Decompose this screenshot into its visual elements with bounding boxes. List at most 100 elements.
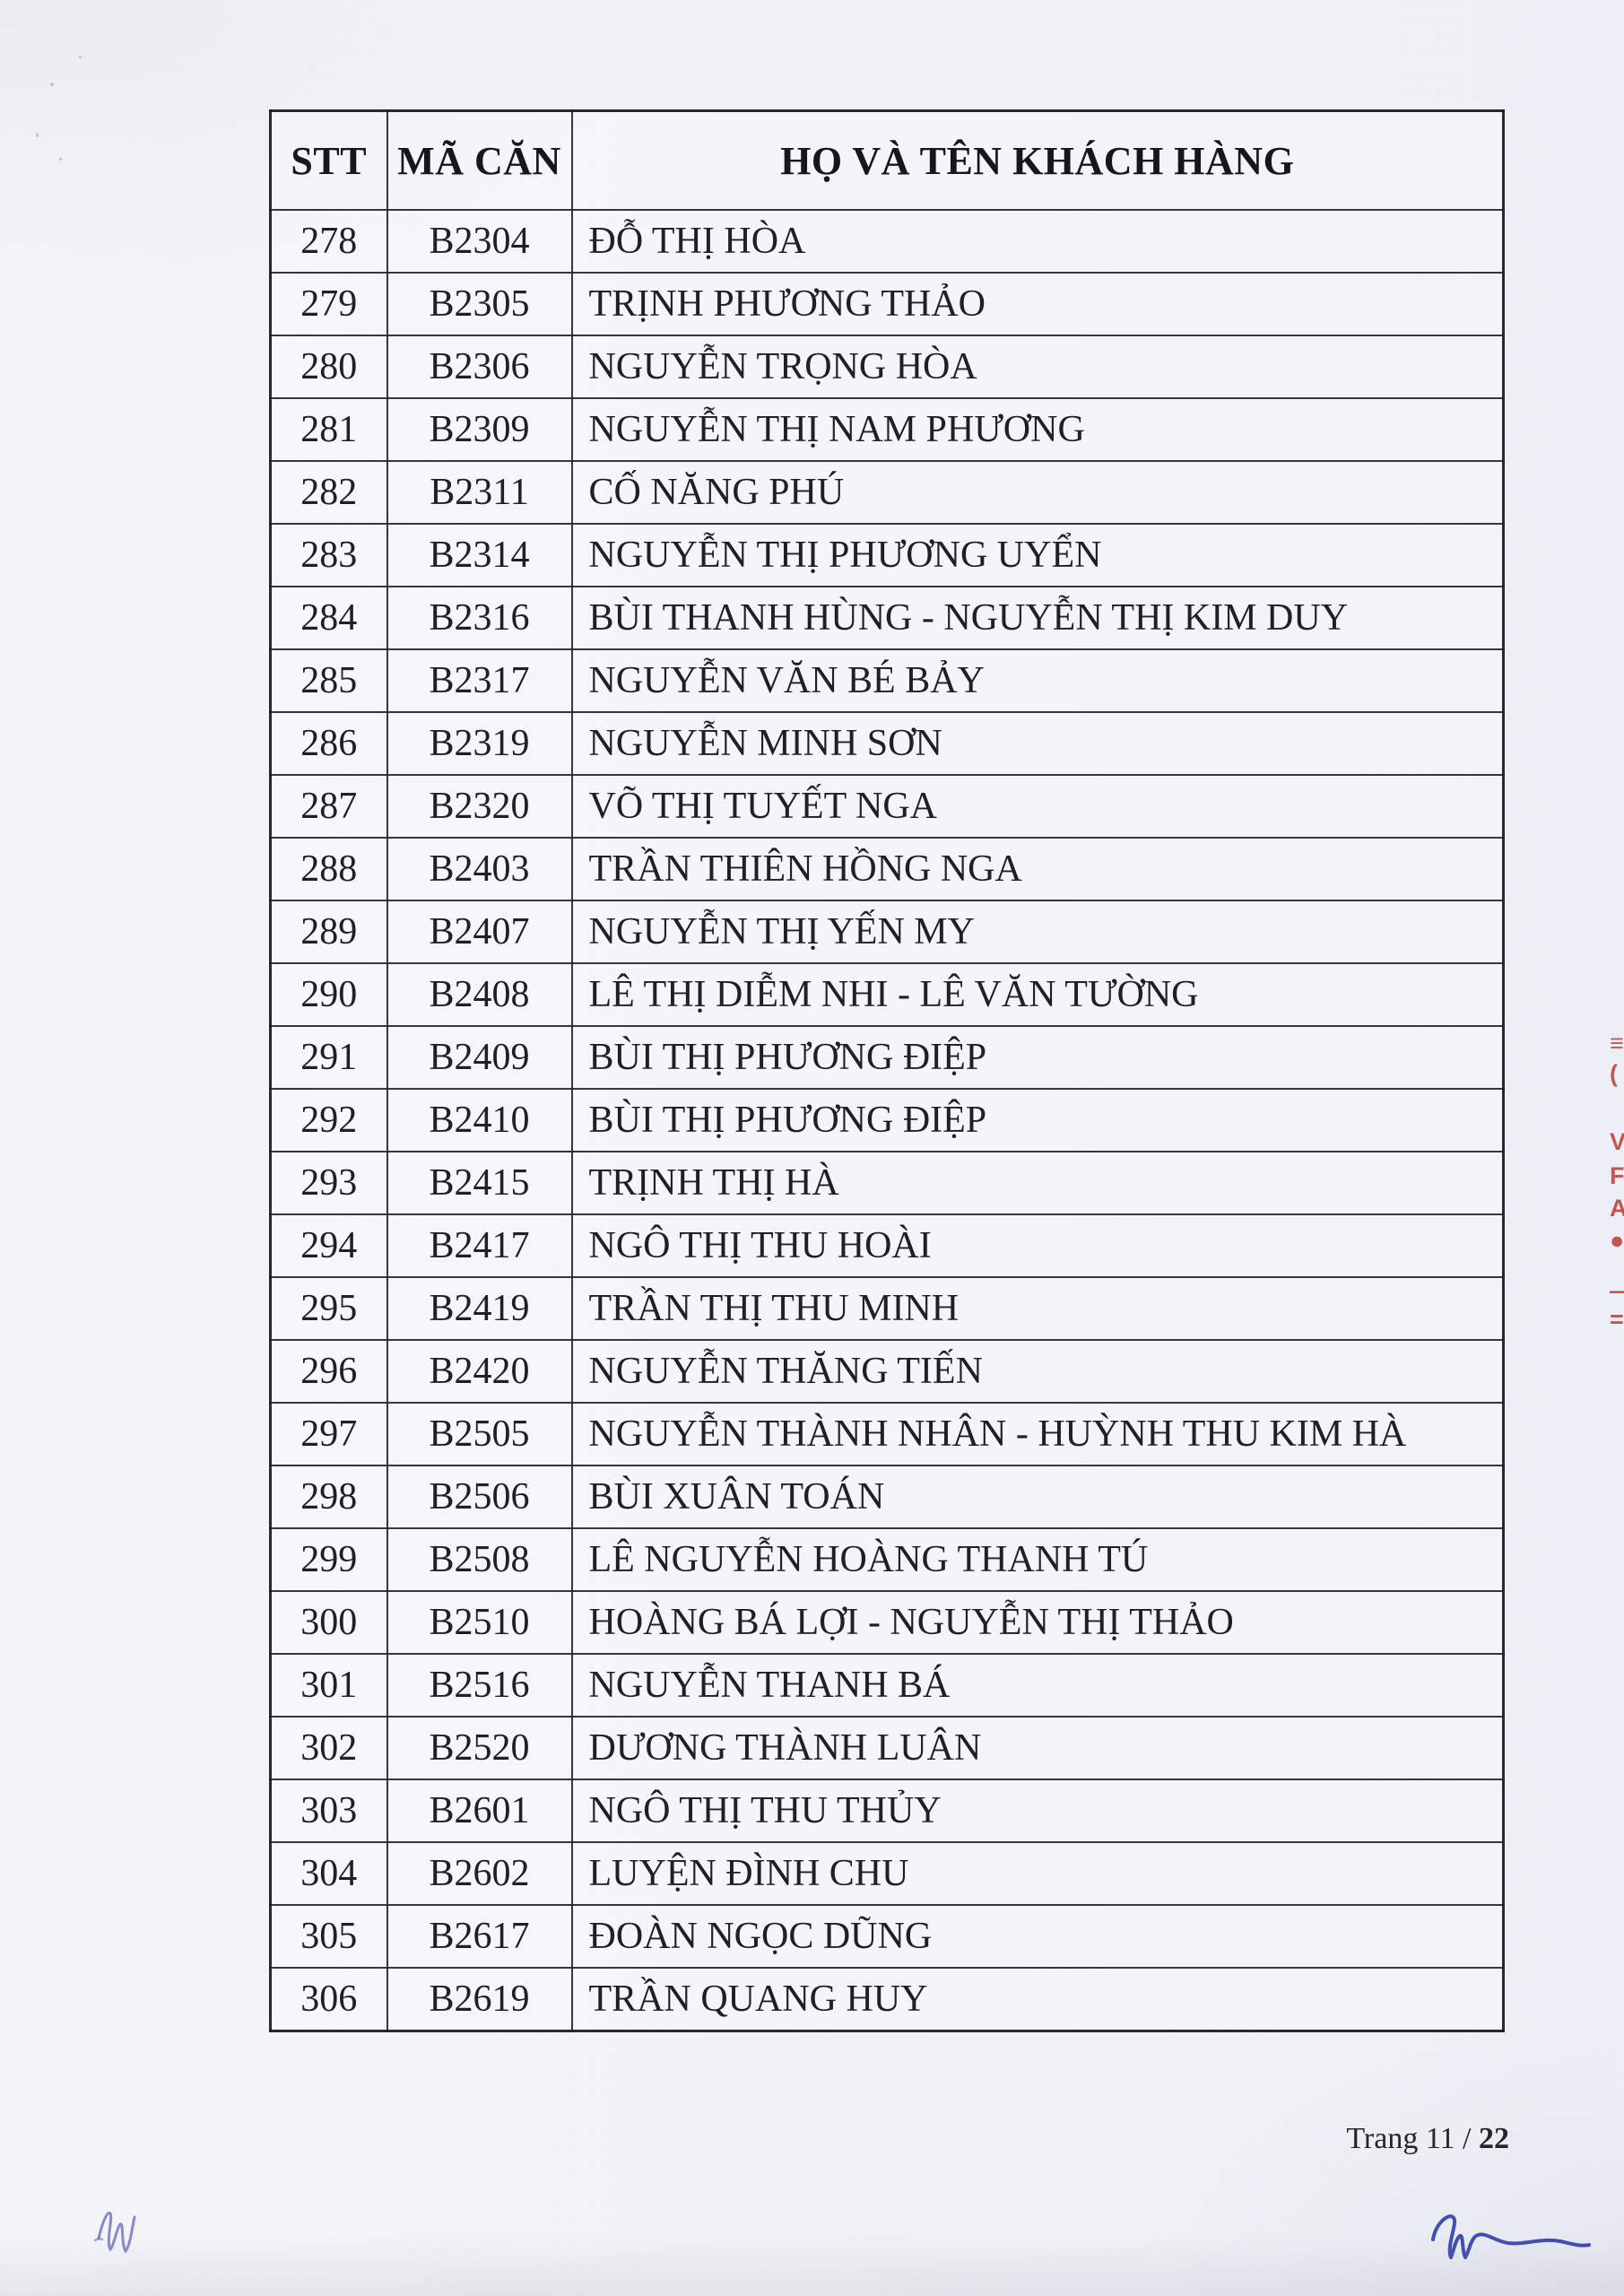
cell-ma-can: B2314	[386, 523, 573, 587]
stamp-fragment-glyph: F	[1610, 1162, 1624, 1189]
table-row: 290 B2408 LÊ THỊ DIỄM NHI - LÊ VĂN TƯỜNG	[269, 962, 1505, 1027]
table-row: 302 B2520 DƯƠNG THÀNH LUÂN	[269, 1716, 1505, 1780]
page-number-total: 22	[1479, 2122, 1509, 2155]
signature-scribble	[1431, 2214, 1591, 2259]
cell-stt: 279	[269, 272, 388, 336]
table-row: 294 B2417 NGÔ THỊ THU HOÀI	[269, 1213, 1505, 1278]
cell-ho-ten: LÊ NGUYỄN HOÀNG THANH TÚ	[570, 1527, 1505, 1592]
cell-ho-ten: LÊ THỊ DIỄM NHI - LÊ VĂN TƯỜNG	[570, 962, 1505, 1027]
table-row: 278 B2304 ĐỖ THỊ HÒA	[269, 209, 1505, 274]
table-row: 303 B2601 NGÔ THỊ THU THỦY	[269, 1779, 1505, 1843]
cell-ma-can: B2506	[386, 1465, 573, 1529]
table-row: 283 B2314 NGUYỄN THỊ PHƯƠNG UYỂN	[269, 523, 1505, 587]
cell-stt: 278	[269, 209, 388, 274]
cell-stt: 281	[269, 397, 388, 462]
cell-ma-can: B2316	[386, 586, 573, 650]
cell-ma-can: B2419	[386, 1276, 573, 1341]
cell-ma-can: B2403	[386, 837, 573, 901]
stamp-fragment-glyph: ≡	[1610, 1030, 1624, 1057]
table-row: 280 B2306 NGUYỄN TRỌNG HÒA	[269, 335, 1505, 399]
cell-ho-ten: NGUYỄN THỊ YẾN MY	[570, 900, 1505, 964]
cell-ma-can: B2420	[386, 1339, 573, 1404]
cell-stt: 300	[269, 1590, 388, 1655]
table-row: 293 B2415 TRỊNH THỊ HÀ	[269, 1151, 1505, 1215]
cell-ma-can: B2415	[386, 1151, 573, 1215]
cell-ma-can: B2510	[386, 1590, 573, 1655]
cell-ho-ten: BÙI THỊ PHƯƠNG ĐIỆP	[570, 1088, 1505, 1152]
table-row: 288 B2403 TRẦN THIÊN HỒNG NGA	[269, 837, 1505, 901]
cell-ma-can: B2520	[386, 1716, 573, 1780]
column-header-stt: STT	[269, 109, 388, 211]
cell-stt: 283	[269, 523, 388, 587]
cell-stt: 295	[269, 1276, 388, 1341]
cell-ma-can: B2408	[386, 962, 573, 1027]
cell-stt: 291	[269, 1025, 388, 1090]
table-row: 286 B2319 NGUYỄN MINH SƠN	[269, 711, 1505, 776]
cell-ma-can: B2319	[386, 711, 573, 776]
cell-stt: 286	[269, 711, 388, 776]
cell-ho-ten: NGÔ THỊ THU THỦY	[570, 1779, 1505, 1843]
cell-ho-ten: NGUYỄN THĂNG TIẾN	[570, 1339, 1505, 1404]
cell-ho-ten: NGUYỄN THỊ PHƯƠNG UYỂN	[570, 523, 1505, 587]
cell-ma-can: B2617	[386, 1904, 573, 1969]
stamp-fragment-glyph: (	[1610, 1060, 1619, 1087]
cell-ho-ten: NGÔ THỊ THU HOÀI	[570, 1213, 1505, 1278]
table-row: 297 B2505 NGUYỄN THÀNH NHÂN - HUỲNH THU …	[269, 1402, 1505, 1466]
cell-ho-ten: TRỊNH PHƯƠNG THẢO	[570, 272, 1505, 336]
cell-stt: 290	[269, 962, 388, 1027]
cell-stt: 303	[269, 1779, 388, 1843]
scan-speck	[36, 133, 39, 137]
cell-ma-can: B2309	[386, 397, 573, 462]
table-row: 301 B2516 NGUYỄN THANH BÁ	[269, 1653, 1505, 1718]
cell-ma-can: B2407	[386, 900, 573, 964]
table-row: 279 B2305 TRỊNH PHƯƠNG THẢO	[269, 272, 1505, 336]
scan-speck	[59, 158, 62, 161]
cell-ma-can: B2410	[386, 1088, 573, 1152]
cell-ho-ten: NGUYỄN THỊ NAM PHƯƠNG	[570, 397, 1505, 462]
cell-stt: 306	[269, 1967, 388, 2032]
table-row: 304 B2602 LUYỆN ĐÌNH CHU	[269, 1841, 1505, 1906]
page-number: Trang 11 / 22	[1346, 2122, 1509, 2156]
table-row: 284 B2316 BÙI THANH HÙNG - NGUYỄN THỊ KI…	[269, 586, 1505, 650]
cell-ma-can: B2417	[386, 1213, 573, 1278]
cell-stt: 294	[269, 1213, 388, 1278]
cell-ma-can: B2409	[386, 1025, 573, 1090]
stamp-fragment-glyph: V	[1610, 1128, 1624, 1155]
cell-stt: 298	[269, 1465, 388, 1529]
cell-ho-ten: ĐOÀN NGỌC DŨNG	[570, 1904, 1505, 1969]
cell-ho-ten: LUYỆN ĐÌNH CHU	[570, 1841, 1505, 1906]
cell-ho-ten: NGUYỄN THÀNH NHÂN - HUỲNH THU KIM HÀ	[570, 1402, 1505, 1466]
cell-ho-ten: NGUYỄN VĂN BÉ BẢY	[570, 648, 1505, 713]
cell-stt: 293	[269, 1151, 388, 1215]
table-row: 300 B2510 HOÀNG BÁ LỢI - NGUYỄN THỊ THẢO	[269, 1590, 1505, 1655]
customer-table: STT MÃ CĂN HỌ VÀ TÊN KHÁCH HÀNG 278 B230…	[269, 109, 1505, 2032]
table-row: 295 B2419 TRẦN THỊ THU MINH	[269, 1276, 1505, 1341]
table-row: 292 B2410 BÙI THỊ PHƯƠNG ĐIỆP	[269, 1088, 1505, 1152]
cell-ho-ten: HOÀNG BÁ LỢI - NGUYỄN THỊ THẢO	[570, 1590, 1505, 1655]
scan-speck	[79, 56, 82, 58]
cell-stt: 288	[269, 837, 388, 901]
table-row: 299 B2508 LÊ NGUYỄN HOÀNG THANH TÚ	[269, 1527, 1505, 1592]
cell-ma-can: B2304	[386, 209, 573, 274]
column-header-ho-ten: HỌ VÀ TÊN KHÁCH HÀNG	[570, 109, 1505, 211]
stamp-fragment-glyph: =	[1610, 1306, 1624, 1333]
cell-ho-ten: NGUYỄN THANH BÁ	[570, 1653, 1505, 1718]
scan-speck	[50, 83, 54, 86]
cell-stt: 305	[269, 1904, 388, 1969]
cell-stt: 292	[269, 1088, 388, 1152]
cell-ho-ten: NGUYỄN MINH SƠN	[570, 711, 1505, 776]
table-row: 289 B2407 NGUYỄN THỊ YẾN MY	[269, 900, 1505, 964]
column-header-ma-can: MÃ CĂN	[386, 109, 573, 211]
table-row: 298 B2506 BÙI XUÂN TOÁN	[269, 1465, 1505, 1529]
table-header-row: STT MÃ CĂN HỌ VÀ TÊN KHÁCH HÀNG	[269, 109, 1505, 211]
page-number-prefix: Trang 11 /	[1346, 2122, 1479, 2155]
cell-ma-can: B2516	[386, 1653, 573, 1718]
cell-stt: 297	[269, 1402, 388, 1466]
stamp-fragment-glyph: —	[1610, 1277, 1624, 1305]
cell-stt: 301	[269, 1653, 388, 1718]
cell-ma-can: B2317	[386, 648, 573, 713]
cell-ma-can: B2305	[386, 272, 573, 336]
cell-ma-can: B2505	[386, 1402, 573, 1466]
cell-ho-ten: BÙI THỊ PHƯƠNG ĐIỆP	[570, 1025, 1505, 1090]
